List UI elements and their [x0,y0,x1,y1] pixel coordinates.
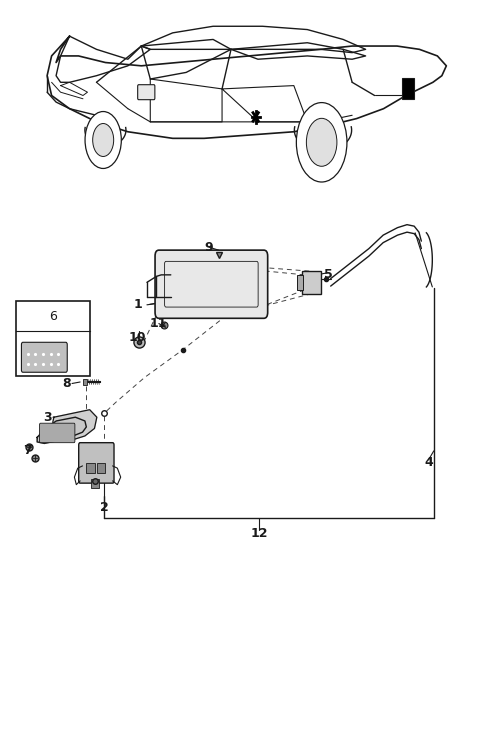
Text: 4: 4 [424,456,433,468]
FancyBboxPatch shape [79,443,114,483]
Text: 9: 9 [204,241,213,253]
Circle shape [306,118,337,166]
FancyBboxPatch shape [138,85,155,100]
FancyBboxPatch shape [155,250,268,318]
Bar [302,271,321,293]
Text: 1: 1 [133,299,142,311]
Text: 7: 7 [23,444,32,457]
Text: 8: 8 [62,377,71,390]
Polygon shape [37,417,86,444]
Text: 12: 12 [251,527,268,540]
Bar [86,463,96,474]
Text: 2: 2 [100,501,108,514]
Text: 11: 11 [149,317,167,330]
Bar [83,379,87,385]
Circle shape [85,111,121,168]
Text: 10: 10 [129,331,146,344]
Text: 3: 3 [43,411,51,423]
Circle shape [296,102,347,182]
Bar [403,78,414,99]
Circle shape [93,123,114,156]
Bar [97,463,105,474]
FancyBboxPatch shape [22,342,67,372]
Bar [91,479,99,488]
Text: 6: 6 [49,310,57,323]
Text: 5: 5 [324,268,333,281]
Bar [16,301,90,376]
Bar [297,274,303,290]
FancyBboxPatch shape [39,423,75,443]
Polygon shape [51,410,97,440]
